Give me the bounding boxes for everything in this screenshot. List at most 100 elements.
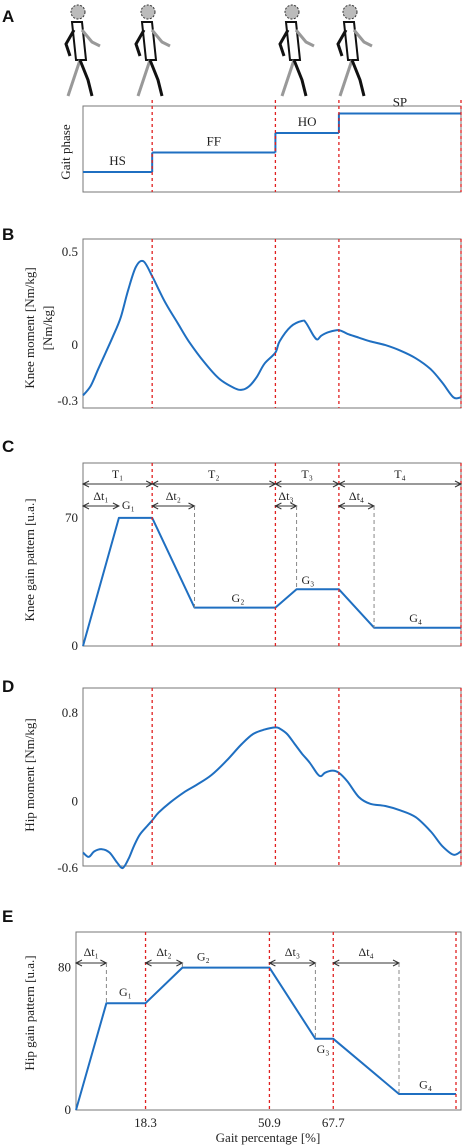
leg-back xyxy=(280,59,296,97)
torso xyxy=(284,21,302,61)
hip-gain-frame xyxy=(75,931,462,1111)
torso xyxy=(70,21,88,61)
gain-label: G₄ xyxy=(409,611,422,625)
x-axis-label: Gait percentage [%] xyxy=(216,1130,321,1145)
leg-back xyxy=(136,59,152,97)
series-line xyxy=(75,966,456,1111)
xtick-label: 50.9 xyxy=(258,1115,281,1130)
leg-front xyxy=(148,59,164,97)
delta-arrow-head-left xyxy=(144,959,152,967)
delta-label: Δt₃ xyxy=(285,945,300,959)
head xyxy=(140,4,156,20)
interval-arrow-head-left xyxy=(337,480,346,488)
ytick-label: 0 xyxy=(65,1102,72,1117)
gain-label: G₂ xyxy=(232,591,245,605)
series-line xyxy=(82,259,462,400)
ytick-label: -0.3 xyxy=(57,393,78,408)
ytick-label: 0 xyxy=(72,337,79,352)
knee-gain-ylabel: Knee gain pattern [u.a.] xyxy=(22,498,37,621)
delta-arrow-head-left xyxy=(81,502,90,510)
torso xyxy=(140,21,158,61)
interval-arrow-head-left xyxy=(151,480,159,488)
walking-figure-icon xyxy=(134,4,171,97)
delta-label: Δt₁ xyxy=(93,489,108,503)
panel-letter-b: B xyxy=(2,225,14,244)
hip-moment-plot: 0.8 0 -0.6 xyxy=(57,688,462,875)
arm-front xyxy=(64,29,76,57)
delta-arrow-head-left xyxy=(337,502,346,510)
hip-moment-frame xyxy=(82,687,462,867)
phase-label-hs: HS xyxy=(109,153,126,168)
gait-phase-frame xyxy=(82,105,462,193)
ytick-label: 0 xyxy=(72,794,79,809)
knee-moment-unit: [Nm/kg] xyxy=(40,306,55,351)
hip-moment-ylabel: Hip moment [Nm/kg] xyxy=(22,718,37,831)
leg-back xyxy=(66,59,82,97)
interval-arrow-head-right xyxy=(454,480,463,488)
series-line xyxy=(82,726,462,870)
torso xyxy=(342,21,360,61)
head xyxy=(342,4,358,20)
knee-moment-frame xyxy=(82,238,462,409)
arm-front xyxy=(134,29,146,57)
xtick-label: 67.7 xyxy=(322,1115,345,1130)
ytick-label: 0.5 xyxy=(62,244,78,259)
delta-arrow-head-right xyxy=(112,502,121,510)
leg-front xyxy=(292,59,308,97)
knee-moment-plot: 0.5 0 -0.3 [Nm/kg] xyxy=(40,239,462,408)
interval-label: T₄ xyxy=(394,467,406,481)
walking-figures xyxy=(64,4,373,97)
knee-gain-plot: 70 0 T₁ T₂ T₃ T₄ Δt₁ Δt₂ Δt₃ Δt₄ G₁ G₂ G₃ G₄ xyxy=(65,463,463,653)
head xyxy=(284,4,300,20)
panel-letter-c: C xyxy=(2,437,14,456)
delta-arrow-head-left xyxy=(332,959,340,967)
gain-label: G₁ xyxy=(119,985,132,999)
gain-label: G₄ xyxy=(419,1078,432,1092)
delta-label: Δt₁ xyxy=(84,945,99,959)
delta-arrow-head-left xyxy=(274,502,282,510)
interval-arrow-head-left xyxy=(274,480,282,488)
ytick-label: 80 xyxy=(58,960,71,975)
knee-moment-ylabel-line1: Knee moment [Nm/kg] xyxy=(22,267,37,388)
ytick-label: 0 xyxy=(72,638,79,653)
walking-figure-icon xyxy=(278,4,315,97)
delta-arrow-head-left xyxy=(268,959,276,967)
arm-front xyxy=(336,29,348,57)
leg-front xyxy=(350,59,366,97)
ytick-label: 70 xyxy=(65,510,78,525)
walking-figure-icon xyxy=(336,4,373,97)
delta-label: Δt₂ xyxy=(166,489,181,503)
gain-label: G₃ xyxy=(301,573,314,587)
leg-back xyxy=(338,59,354,97)
arm-back xyxy=(352,29,373,48)
phase-label-ho: HO xyxy=(298,114,317,129)
interval-label: T₁ xyxy=(112,467,124,481)
panel-letter-e: E xyxy=(2,907,13,926)
delta-label: Δt₃ xyxy=(278,489,293,503)
phase-label-ff: FF xyxy=(207,134,221,149)
panel-letter-d: D xyxy=(2,677,14,696)
xtick-label: 18.3 xyxy=(134,1115,157,1130)
hip-gain-plot: 80 0 Δt₁ Δt₂ Δt₃ Δt₄ G₁ G₂ G₃ G₄ 18.3 50.9 67.7 xyxy=(58,932,457,1130)
gain-label: G₃ xyxy=(317,1042,330,1056)
delta-arrow-head-left xyxy=(74,959,83,967)
phase-label-sp: SP xyxy=(393,95,407,110)
arm-front xyxy=(278,29,290,57)
delta-label: Δt₄ xyxy=(349,489,364,503)
delta-arrow-head-left xyxy=(151,502,159,510)
ytick-label: -0.6 xyxy=(57,860,78,875)
interval-arrow-head-left xyxy=(81,480,90,488)
leg-front xyxy=(78,59,94,97)
gait-phase-plot: HS FF HO SP xyxy=(83,95,462,192)
interval-label: T₃ xyxy=(301,467,313,481)
arm-back xyxy=(294,29,315,48)
gain-label: G₂ xyxy=(197,949,210,963)
gait-phase-ylabel: Gait phase xyxy=(58,124,73,179)
arm-back xyxy=(80,29,101,48)
gain-label: G₁ xyxy=(122,498,135,512)
walking-figure-icon xyxy=(64,4,101,97)
interval-label: T₂ xyxy=(208,467,220,481)
arm-back xyxy=(150,29,171,48)
panel-letter-a: A xyxy=(2,7,14,26)
